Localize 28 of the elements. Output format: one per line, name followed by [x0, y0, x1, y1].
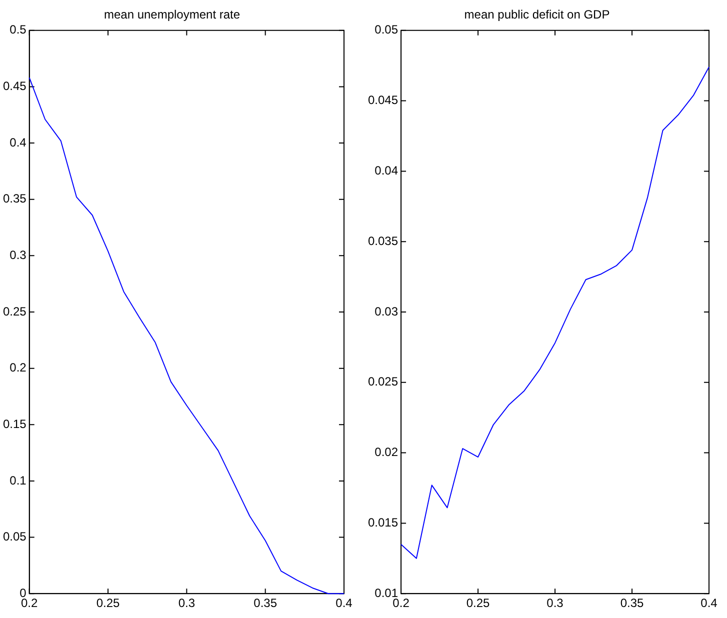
y-tick-label: 0.05: [2, 530, 27, 544]
y-tick-label: 0.025: [368, 374, 398, 389]
y-tick-label: 0.35: [2, 192, 27, 206]
y-tick-label: 0.5: [10, 22, 27, 37]
x-tick-label: 0.25: [96, 596, 120, 610]
x-tick-label: 0.3: [178, 596, 196, 610]
y-tick-label: 0.04: [374, 164, 398, 178]
y-tick-label: 0.2: [10, 360, 27, 375]
y-tick-label: 0.035: [368, 234, 398, 248]
chart-title: mean unemployment rate: [104, 8, 240, 22]
y-tick-label: 0.015: [368, 516, 398, 530]
x-tick-label: 0.35: [620, 596, 644, 610]
y-tick-label: 0.45: [2, 79, 27, 94]
y-tick-label: 0.1: [10, 473, 27, 488]
y-tick-label: 0.045: [368, 93, 398, 108]
y-tick-label: 0.25: [2, 304, 27, 318]
x-tick-label: 0.25: [466, 596, 490, 610]
y-tick-label: 0.03: [374, 304, 398, 318]
chart-title: mean public deficit on GDP: [464, 8, 610, 22]
x-tick-label: 0.3: [546, 596, 564, 610]
x-tick-label: 0.4: [700, 596, 718, 610]
y-tick-label: 0.02: [374, 445, 398, 460]
y-tick-label: 0.3: [10, 248, 27, 262]
x-tick-label: 0.35: [254, 596, 278, 610]
y-tick-label: 0.4: [10, 135, 27, 150]
y-tick-label: 0.15: [2, 416, 27, 431]
y-tick-label: 0.05: [374, 22, 398, 37]
x-tick-label: 0.4: [336, 596, 353, 610]
